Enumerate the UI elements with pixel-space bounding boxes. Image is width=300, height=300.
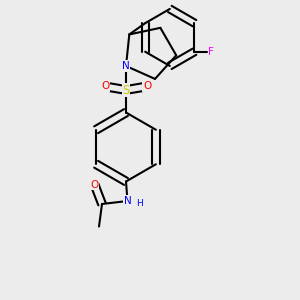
Text: H: H [136,199,143,208]
Text: N: N [124,196,131,206]
Text: S: S [122,83,130,97]
Text: O: O [90,179,99,190]
Text: O: O [101,81,109,92]
Text: F: F [208,47,214,57]
Text: N: N [122,61,130,71]
Text: O: O [143,81,151,92]
